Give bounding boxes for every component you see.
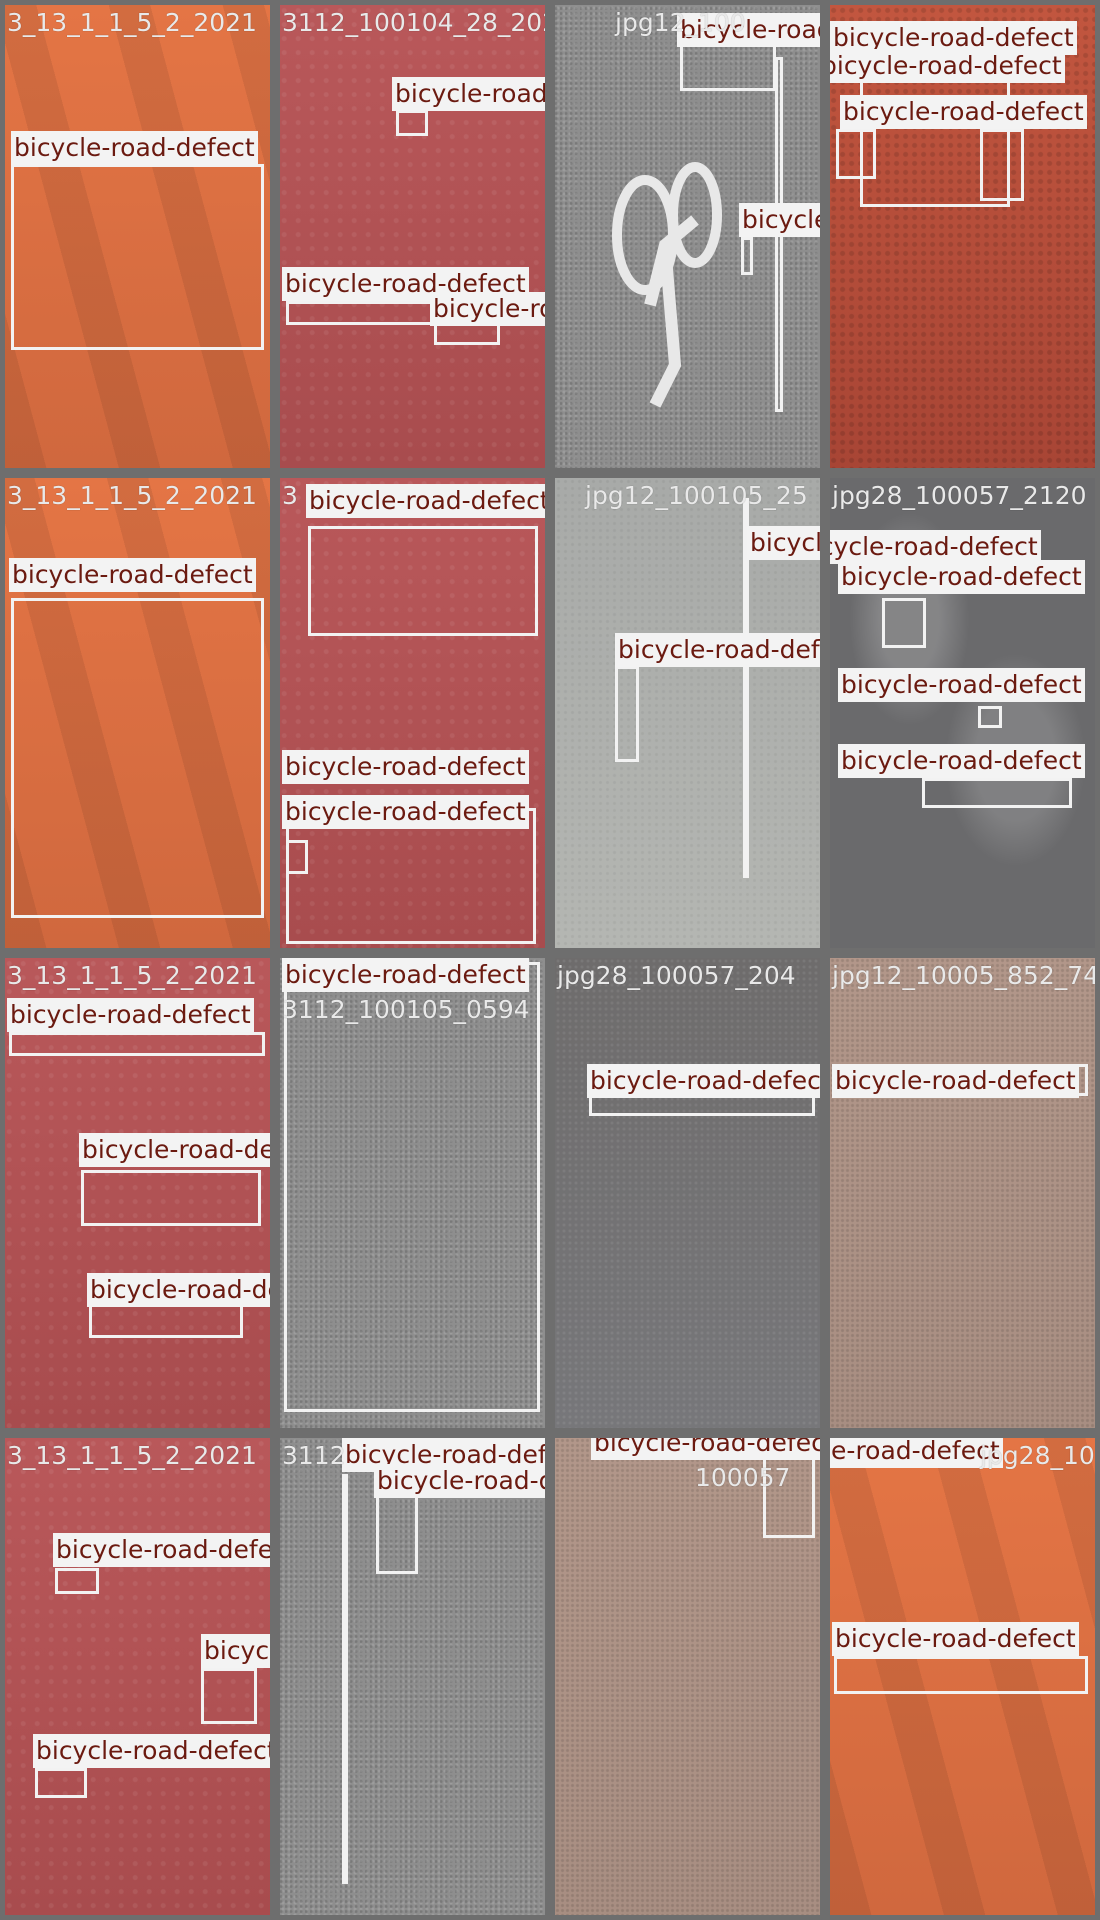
tile-13: bicycle-road-defect bicycle-road-defect …	[5, 1438, 270, 1915]
tile-9: bicycle-road-defect bicycle-road-defect …	[5, 958, 270, 1428]
image-filename: 3_13_1_1_5_2_2021	[7, 8, 257, 37]
defect-box	[342, 1474, 348, 1884]
defect-label: bicycle-road-defect	[11, 131, 258, 165]
defect-label: bicycle-road-defect	[282, 795, 529, 829]
defect-label: bicycle-road-defect	[830, 1438, 1003, 1468]
defect-label: bicycle-road-defect	[282, 750, 529, 784]
pavement-image	[5, 5, 270, 468]
defect-box	[980, 129, 1024, 201]
defect-box	[376, 1494, 418, 1574]
defect-box	[615, 666, 639, 762]
image-filename: 3_13_1_1_5_2_2021	[7, 1441, 257, 1470]
pavement-image	[830, 1438, 1095, 1915]
defect-label: bicycle-road-defect	[306, 484, 545, 518]
tile-12: bicycle-road-defect jpg12_10005_852_74	[830, 958, 1095, 1428]
defect-box	[284, 962, 540, 1412]
defect-label: bicycle-road-defect	[53, 1533, 270, 1567]
defect-box	[11, 598, 264, 918]
defect-label: bicycle-road-defect	[87, 1273, 270, 1307]
defect-box	[434, 323, 500, 345]
defect-label: bicycle-road-defect	[830, 49, 1065, 83]
defect-label: bicycle-road-defect	[392, 77, 545, 111]
tile-10: bicycle-road-defect 3112_100105_0594	[280, 958, 545, 1428]
image-filename: 3112_100105_0594	[282, 995, 530, 1024]
defect-label: bicycle-road-defect	[838, 560, 1085, 594]
defect-label: bicycle-road-defect	[838, 668, 1085, 702]
image-filename: 3112	[282, 1441, 346, 1470]
defect-box	[9, 1032, 265, 1056]
image-filename: 100057	[695, 1463, 791, 1492]
defect-box	[741, 237, 753, 275]
image-filename: jpg28_102	[980, 1441, 1095, 1470]
pavement-image	[5, 1438, 270, 1915]
pavement-image	[555, 958, 820, 1428]
bicycle-marking-icon	[612, 162, 722, 408]
pavement-image	[280, 958, 545, 1428]
defect-box	[55, 1568, 99, 1594]
defect-label: bicycle-road-defect	[838, 744, 1085, 778]
defect-label: bicycle-road-defect	[830, 530, 1041, 564]
image-filename: jpg12_100105_25	[585, 481, 808, 510]
tile-3: bicycle-road bicycle-road-defect jpg12_1…	[555, 5, 820, 468]
defect-box	[978, 706, 1002, 728]
tile-4: bicycle-road-defect bicycle-road-defect …	[830, 5, 1095, 468]
defect-label: bicycle-road-defect	[832, 1622, 1079, 1656]
defect-label: bicycle-road-defect	[747, 526, 820, 560]
image-filename: jpg28_100057_204	[557, 961, 796, 990]
defect-label: bicycle-road-defect	[591, 1438, 820, 1460]
image-filename: 3_13_1_1_5_2_2021	[7, 481, 257, 510]
defect-label: bicycle-road-defect	[7, 998, 254, 1032]
defect-box	[81, 1170, 261, 1226]
defect-box	[834, 1656, 1088, 1694]
defect-label: bicycle-road	[677, 13, 820, 47]
tile-8: bicycle-road-defect bicycle-road-defect …	[830, 478, 1095, 948]
defect-label: bicycle-road-defect	[840, 95, 1087, 129]
defect-label: bicycle-road-defect	[374, 1464, 545, 1498]
defect-label: bicycle-road-defect	[430, 292, 545, 326]
tile-2: bicycle-road-defect bicycle-road-defect …	[280, 5, 545, 468]
tile-5: bicycle-road-defect 3_13_1_1_5_2_2021	[5, 478, 270, 948]
defect-label: bicycle-road-defect	[9, 558, 256, 592]
tile-7: bicycle-road-defect bicycle-road-defect …	[555, 478, 820, 948]
image-filename: 3	[282, 481, 298, 510]
defect-label: bicycle-road-defect	[33, 1734, 270, 1768]
tile-14: bicycle-road-defect bicycle-road-defect …	[280, 1438, 545, 1915]
tile-15: bicycle-road-defect 100057	[555, 1438, 820, 1915]
pavement-image	[5, 478, 270, 948]
image-filename: jpg28_100057_2120	[832, 481, 1087, 510]
defect-box	[396, 110, 428, 136]
tile-16: bicycle-road-defect bicycle-road-defect …	[830, 1438, 1095, 1915]
defect-box	[922, 778, 1072, 808]
pavement-image	[555, 1438, 820, 1915]
defect-label: bicycle-road-defect	[79, 1133, 270, 1167]
pavement-image	[280, 5, 545, 468]
defect-box	[743, 498, 749, 878]
image-filename: jpg12_100	[615, 8, 746, 37]
defect-label: bicycle-road-defect	[615, 633, 820, 667]
pavement-image	[830, 958, 1095, 1428]
tile-6: bicycle-road-defect bicycle-road-defect …	[280, 478, 545, 948]
pavement-image	[280, 1438, 545, 1915]
defect-box	[35, 1768, 87, 1798]
defect-label: bicycle-road-defect	[739, 203, 820, 237]
defect-label: bicycle-road-defect	[832, 1064, 1079, 1098]
defect-box	[201, 1668, 257, 1724]
defect-box	[308, 526, 538, 636]
image-filename: jpg12_10005_852_74	[832, 961, 1095, 990]
tile-1: bicycle-road-defect 3_13_1_1_5_2_2021	[5, 5, 270, 468]
defect-label: bicycle-road-defect	[587, 1064, 820, 1098]
defect-label: bicycle-road-defect	[201, 1634, 270, 1668]
defect-box	[836, 129, 876, 179]
pavement-image	[5, 958, 270, 1428]
defect-label: bicycle-road-defect	[282, 958, 529, 992]
defect-box	[11, 164, 264, 350]
pavement-image	[280, 478, 545, 948]
defect-box	[882, 598, 926, 648]
image-filename: 3_13_1_1_5_2_2021	[7, 961, 257, 990]
tile-11: bicycle-road-defect jpg28_100057_204	[555, 958, 820, 1428]
image-filename: 3112_100104_28_202_jpg	[282, 8, 545, 37]
